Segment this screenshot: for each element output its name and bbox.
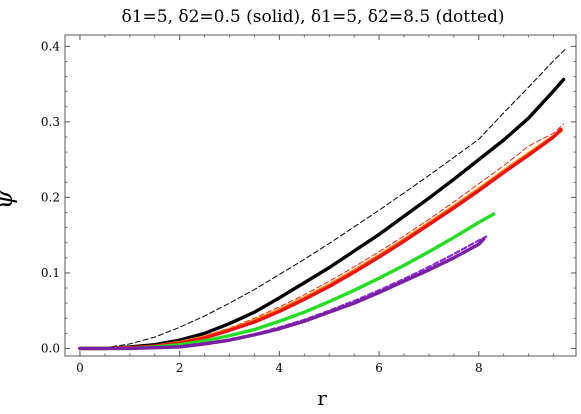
series-line-1-dashed xyxy=(79,48,567,349)
x-axis-label: r xyxy=(317,386,327,410)
y-axis-label: ψ xyxy=(0,189,18,209)
x-tick-label: 8 xyxy=(475,361,483,375)
series-line-2-solid xyxy=(78,77,566,351)
series-line-8-solid xyxy=(78,237,486,351)
series-line-7-dashed xyxy=(78,235,488,350)
y-tick-label: 0.0 xyxy=(41,341,60,355)
y-tick-label: 0.2 xyxy=(41,190,60,204)
chart-title: δ1=5, δ2=0.5 (solid), δ1=5, δ2=8.5 (dott… xyxy=(121,7,504,27)
y-tick-label: 0.4 xyxy=(41,39,60,53)
x-tick-label: 6 xyxy=(375,361,383,375)
y-tick-label: 0.1 xyxy=(41,266,60,280)
x-tick-label: 0 xyxy=(76,361,84,375)
y-tick-label: 0.3 xyxy=(41,115,60,129)
x-tick-label: 4 xyxy=(276,361,284,375)
x-tick-label: 2 xyxy=(176,361,184,375)
plot-frame xyxy=(64,34,577,357)
